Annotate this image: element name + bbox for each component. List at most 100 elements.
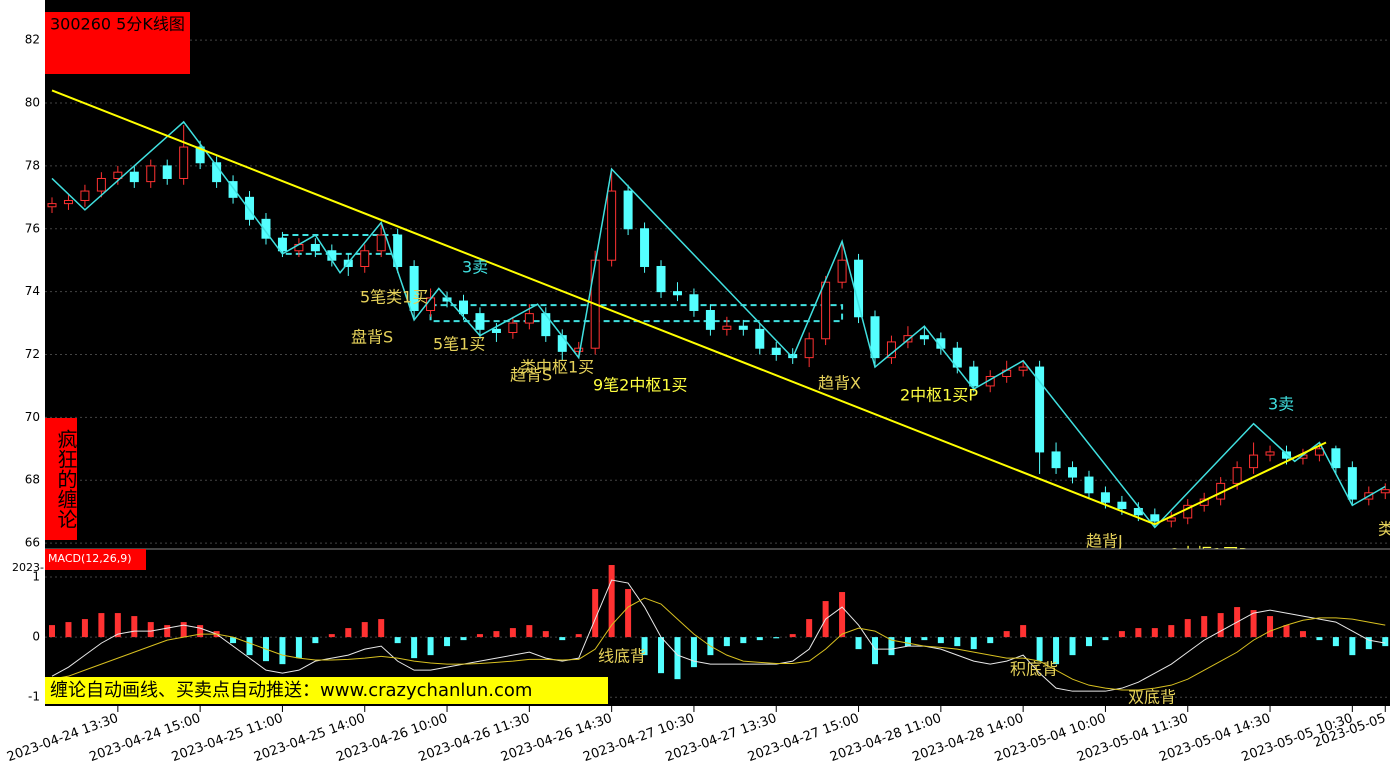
annotation: 类	[1378, 520, 1390, 539]
candle-body	[228, 181, 238, 198]
macd-bar	[509, 628, 516, 638]
macd-bar	[295, 637, 302, 659]
macd-bar	[460, 637, 467, 641]
candle-body	[755, 328, 765, 349]
macd-bar	[65, 622, 72, 638]
candle-body	[277, 237, 287, 252]
macd-bar	[345, 628, 352, 638]
macd-bar	[954, 637, 961, 647]
candle-body	[804, 338, 814, 359]
annotation: 3卖	[1268, 395, 1294, 414]
macd-bar	[987, 637, 994, 644]
candle-body	[1265, 451, 1275, 456]
candle-body	[1150, 514, 1160, 522]
annotation: 5笔1买	[433, 335, 485, 354]
macd-bar	[1069, 637, 1076, 656]
macd-bar	[855, 637, 862, 650]
candle-body	[459, 300, 468, 315]
banner-box	[45, 677, 608, 704]
candle-body	[672, 291, 682, 296]
candle-body	[1183, 504, 1193, 519]
candle-body	[491, 328, 501, 333]
candle-body	[409, 265, 419, 311]
candle-body	[1035, 366, 1045, 453]
candle-body	[1084, 476, 1094, 494]
macd-bar	[592, 589, 599, 638]
macd-bar	[1085, 637, 1092, 647]
candle-body	[393, 234, 403, 267]
y-tick-label: 74	[25, 284, 40, 298]
candle-body	[376, 234, 386, 252]
macd-bar	[1250, 610, 1257, 638]
candle-body	[63, 199, 73, 205]
candle-body	[310, 243, 320, 252]
y-tick-label: 1	[32, 570, 40, 584]
price-panel	[45, 0, 1390, 549]
macd-bar	[1102, 637, 1109, 641]
candle-body	[1051, 451, 1061, 469]
macd-bar	[81, 619, 88, 638]
y-tick-label: 72	[25, 347, 40, 361]
macd-line	[51, 597, 1386, 691]
macd-bar	[246, 637, 253, 656]
macd-bar	[230, 637, 237, 644]
macd-bar	[476, 634, 483, 638]
candle-body	[1314, 448, 1324, 456]
macd-bar	[1053, 637, 1060, 665]
candle-body	[837, 259, 847, 283]
annotation: 线底背	[598, 647, 646, 666]
macd-bar	[1365, 637, 1372, 650]
candle-body	[1166, 517, 1176, 522]
macd-bar	[1316, 637, 1323, 641]
candle-body	[179, 146, 189, 179]
annotation: 趋背X	[818, 374, 861, 393]
macd-bar	[674, 637, 681, 680]
macd-bar	[608, 565, 615, 638]
y-tick-label: 66	[25, 536, 40, 550]
candle-body	[919, 335, 929, 340]
macd-bar	[147, 622, 154, 638]
macd-bar	[723, 637, 730, 647]
macd-bar	[1003, 631, 1010, 638]
macd-bar	[444, 637, 451, 647]
macd-bar	[197, 625, 204, 638]
candle-body	[1018, 366, 1028, 371]
macd-title: MACD(12,26,9)	[48, 552, 132, 565]
y-tick-label: 70	[25, 410, 40, 424]
candle-body	[261, 218, 271, 239]
chart-title: 300260 5分K线图	[50, 15, 185, 34]
candle-body	[738, 325, 748, 330]
macd-bar	[49, 625, 55, 638]
banner: 缠论自动画线、买卖点自动推送：www.crazychanlun.com	[50, 680, 532, 701]
macd-bar	[180, 622, 187, 638]
candle-body	[1282, 451, 1291, 459]
macd-bar	[427, 637, 434, 656]
annotation: 3卖	[462, 258, 488, 277]
annotation: 2中枢1买P	[900, 386, 978, 405]
macd-bar	[773, 637, 780, 639]
macd-bar	[1168, 625, 1175, 638]
y-tick-label: 78	[25, 158, 40, 172]
candle-body	[969, 366, 979, 387]
macd-bar	[98, 613, 105, 638]
macd-bar	[690, 637, 697, 668]
candle-body	[1347, 467, 1357, 500]
candle-body	[113, 171, 123, 179]
macd-bar	[740, 637, 747, 644]
candle-body	[47, 203, 57, 208]
macd-bar	[888, 637, 895, 656]
candle-body	[475, 313, 485, 330]
trend-line	[1154, 441, 1327, 526]
macd-bar	[839, 592, 846, 638]
candle-body	[903, 335, 913, 343]
macd-bar	[1332, 637, 1339, 647]
candle-body	[1232, 467, 1242, 484]
macd-bar	[131, 616, 138, 638]
candle-body	[1249, 454, 1259, 469]
macd-bar	[806, 619, 813, 638]
macd-bar	[114, 613, 121, 638]
candle-body	[623, 190, 633, 230]
macd-line	[51, 579, 1386, 692]
candle-body	[245, 196, 255, 220]
